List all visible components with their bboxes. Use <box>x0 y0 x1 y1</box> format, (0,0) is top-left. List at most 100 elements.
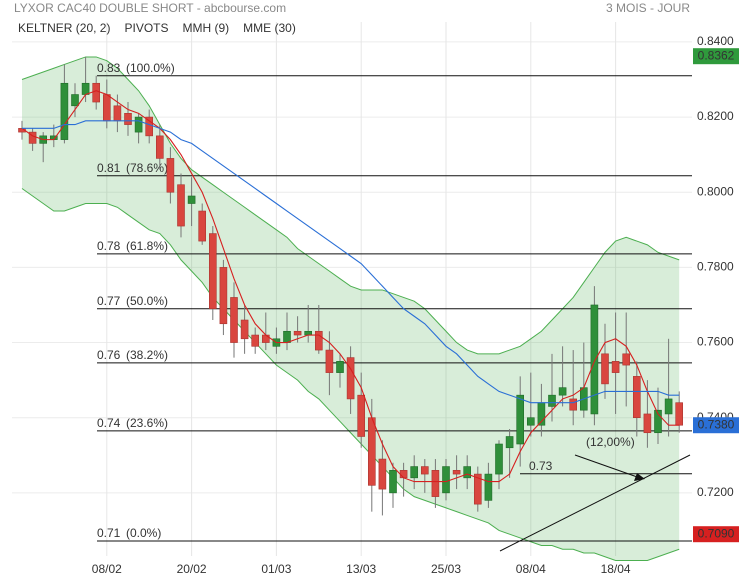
candle-body <box>113 105 122 122</box>
price-tag <box>693 48 739 65</box>
candle-body <box>399 470 408 479</box>
candle-body <box>304 330 313 336</box>
candle-body <box>526 417 535 426</box>
legend-entry: MME (30) <box>243 21 296 35</box>
candle-body <box>198 210 206 242</box>
x-tick-label: 18/04 <box>601 562 631 576</box>
candle-body <box>431 470 440 497</box>
legend-entry: MMH (9) <box>183 21 230 35</box>
level-label: 0.83 <box>97 61 121 75</box>
candle-body <box>442 466 450 494</box>
x-tick-label: 08/04 <box>516 562 546 576</box>
candle-body <box>103 94 111 122</box>
candle-body <box>484 473 493 501</box>
candle-body <box>495 443 503 475</box>
candle-body <box>664 398 673 415</box>
candle-body <box>601 353 609 385</box>
level-note: (100.0%) <box>126 61 175 75</box>
candle-body <box>558 387 567 396</box>
candle-body <box>124 113 132 125</box>
candle-body <box>28 131 37 144</box>
candle-body <box>209 233 217 310</box>
level-note: (0.0%) <box>126 526 161 540</box>
candle-body <box>632 376 641 419</box>
candle-body <box>590 304 599 415</box>
level-note: (78.6%) <box>126 161 168 175</box>
candle-body <box>92 82 100 103</box>
candle-body <box>643 413 652 434</box>
candle-body <box>378 458 387 490</box>
chart-title: LYXOR CAC40 DOUBLE SHORT - abcbourse.com <box>14 1 286 15</box>
price-tag-label: 0.7380 <box>698 417 735 431</box>
candle-body <box>187 195 196 204</box>
candle-body <box>569 398 578 411</box>
arrow <box>574 454 641 479</box>
level-note: (61.8%) <box>126 239 168 253</box>
y-tick-label: 0.7200 <box>697 485 734 499</box>
candle-body <box>283 330 291 343</box>
y-tick-label: 0.8000 <box>697 184 734 198</box>
candle-body <box>505 436 514 449</box>
candle-body <box>420 466 429 475</box>
candle-body <box>516 394 525 445</box>
candle-body <box>473 473 482 505</box>
y-tick-label: 0.7800 <box>697 260 734 274</box>
candle-body <box>452 470 461 475</box>
level-note: (38.2%) <box>126 348 168 362</box>
candle-body <box>219 267 228 325</box>
moving-average <box>21 90 680 483</box>
candle-body <box>134 116 143 133</box>
x-tick-label: 25/03 <box>431 562 461 576</box>
candle-body <box>675 402 684 426</box>
level-label: 0.74 <box>97 416 121 430</box>
y-tick-label: 0.8400 <box>697 34 734 48</box>
candle-body <box>325 349 334 373</box>
candle-body <box>230 297 238 343</box>
legend-entry: KELTNER (20, 2) <box>18 21 110 35</box>
candle-body <box>367 417 376 486</box>
price-tag <box>693 417 739 434</box>
candle-body <box>336 361 344 373</box>
level-label: 0.78 <box>97 239 121 253</box>
legend-entry: PIVOTS <box>124 21 168 35</box>
candle-body <box>654 409 662 434</box>
moving-average <box>22 120 680 404</box>
candle-body <box>156 135 164 159</box>
candle-body <box>60 82 69 140</box>
y-tick-label: 0.7600 <box>697 335 734 349</box>
candle-body <box>240 319 249 340</box>
level-label: 0.76 <box>97 348 121 362</box>
candle-body <box>166 158 175 193</box>
candle-body <box>314 330 323 351</box>
keltner-lower <box>21 188 680 562</box>
candle-body <box>357 394 366 437</box>
candle-body <box>177 184 185 227</box>
level-label: 0.77 <box>97 294 121 308</box>
candle-body <box>410 466 419 479</box>
trend-line <box>499 454 691 552</box>
candle-body <box>622 353 631 366</box>
candle-body <box>293 330 302 336</box>
candle-body <box>81 82 90 95</box>
level-note: (50.0%) <box>126 294 168 308</box>
price-tag-label: 0.8362 <box>698 48 735 62</box>
keltner-upper <box>21 56 680 355</box>
x-tick-label: 08/02 <box>92 562 122 576</box>
x-tick-label: 01/03 <box>261 562 291 576</box>
price-tag <box>693 526 739 543</box>
candle-body <box>548 394 556 407</box>
candle-body <box>611 361 620 373</box>
level-note: (23.6%) <box>126 416 168 430</box>
support-label: 0.73 <box>529 459 553 473</box>
arrow-note: (12,00%) <box>586 435 635 449</box>
candle-body <box>251 334 259 347</box>
x-tick-label: 20/02 <box>177 562 207 576</box>
candle-body <box>145 116 153 137</box>
candle-body <box>346 357 355 400</box>
candle-body <box>463 466 472 479</box>
candle-body <box>71 94 79 107</box>
y-tick-label: 0.8200 <box>697 109 734 123</box>
candle-body <box>389 470 397 494</box>
period: 3 MOIS - JOUR <box>606 1 690 15</box>
